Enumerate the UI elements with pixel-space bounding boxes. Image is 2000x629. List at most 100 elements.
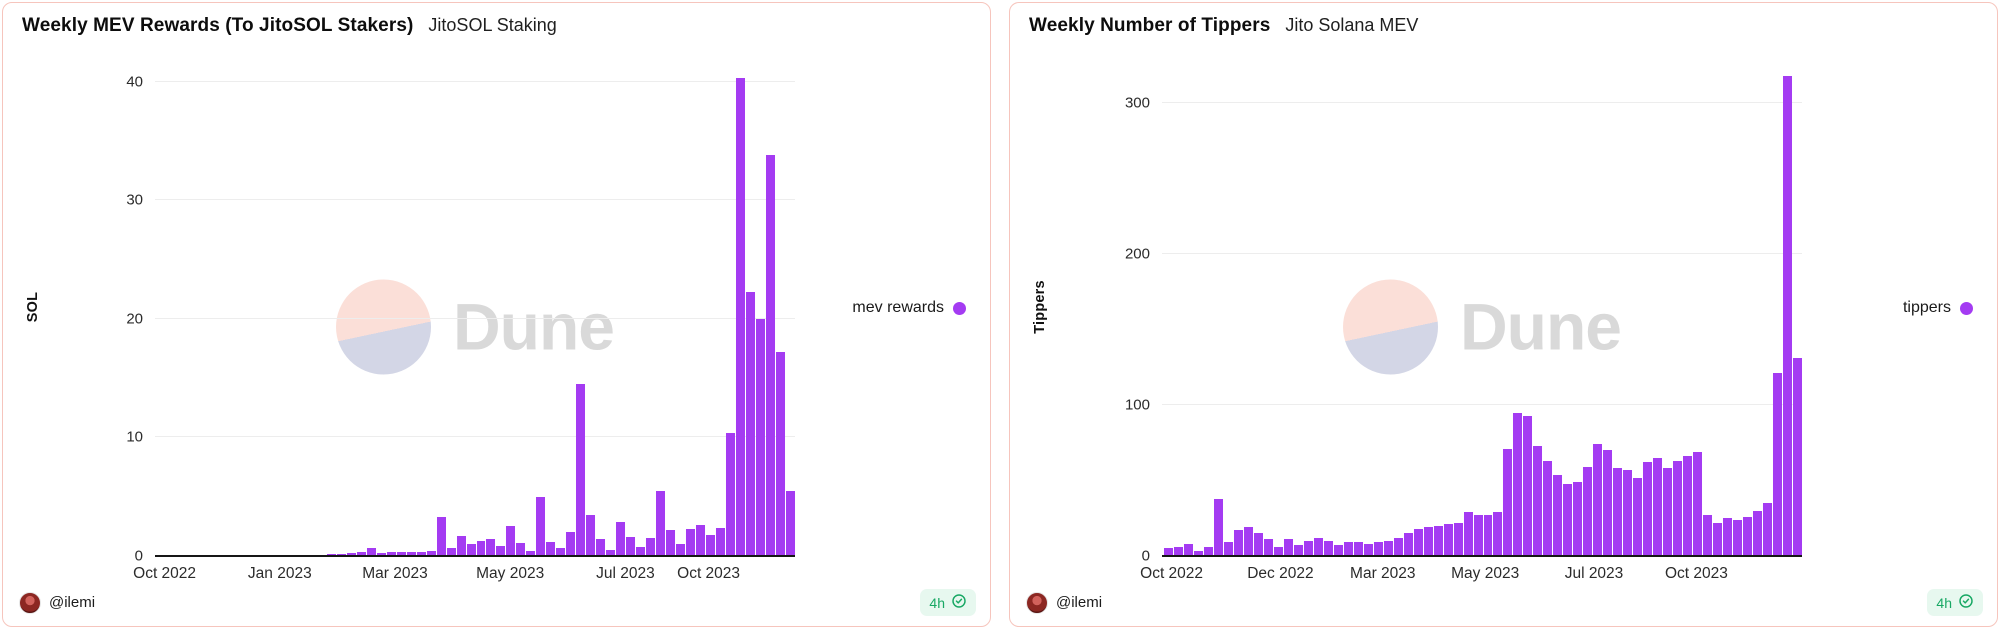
bar[interactable] <box>1633 477 1643 556</box>
author-link[interactable]: @ilemi <box>19 591 95 614</box>
bar[interactable] <box>1273 546 1283 556</box>
bar[interactable] <box>1303 540 1313 556</box>
bar[interactable] <box>546 541 556 556</box>
bar[interactable] <box>1453 522 1463 556</box>
bar[interactable] <box>1523 415 1533 556</box>
bar[interactable] <box>1473 515 1483 556</box>
bar[interactable] <box>696 525 706 556</box>
bar[interactable] <box>1373 542 1383 556</box>
bar[interactable] <box>1723 518 1733 556</box>
bar[interactable] <box>1743 516 1753 556</box>
refresh-age-badge[interactable]: 4h <box>1927 589 1983 616</box>
bar[interactable] <box>1293 545 1303 556</box>
bar[interactable] <box>726 432 736 556</box>
bar[interactable] <box>606 550 616 556</box>
bar[interactable] <box>686 528 696 556</box>
bar[interactable] <box>1463 512 1473 556</box>
bar[interactable] <box>1233 530 1243 556</box>
bar[interactable] <box>526 551 536 556</box>
bar[interactable] <box>516 542 526 556</box>
bar[interactable] <box>1533 445 1543 556</box>
bar[interactable] <box>1783 76 1793 556</box>
bar[interactable] <box>1513 412 1523 556</box>
bar[interactable] <box>1253 533 1263 556</box>
bar[interactable] <box>536 496 546 556</box>
refresh-age-badge[interactable]: 4h <box>920 589 976 616</box>
bar[interactable] <box>1393 537 1403 556</box>
bar[interactable] <box>1383 540 1393 556</box>
bar[interactable] <box>1323 540 1333 556</box>
bar[interactable] <box>626 537 636 556</box>
bar[interactable] <box>566 532 576 556</box>
bar[interactable] <box>1693 451 1703 556</box>
bar[interactable] <box>1313 537 1323 556</box>
bar[interactable] <box>776 352 786 556</box>
legend-item-tippers[interactable]: tippers <box>1903 299 1973 317</box>
bar[interactable] <box>706 534 716 556</box>
bar[interactable] <box>1773 373 1783 556</box>
bar[interactable] <box>616 521 626 556</box>
bar[interactable] <box>1203 546 1213 556</box>
bar[interactable] <box>476 541 486 556</box>
bar[interactable] <box>1643 462 1653 556</box>
bar[interactable] <box>436 516 446 556</box>
bar[interactable] <box>386 552 396 556</box>
bar[interactable] <box>1213 498 1223 556</box>
bar[interactable] <box>1263 539 1273 556</box>
bar[interactable] <box>1583 466 1593 556</box>
bar[interactable] <box>1733 519 1743 556</box>
bar[interactable] <box>466 544 476 556</box>
bar[interactable] <box>1363 543 1373 556</box>
bar[interactable] <box>586 514 596 556</box>
bar[interactable] <box>1193 551 1203 556</box>
legend-item-mev-rewards[interactable]: mev rewards <box>852 299 966 317</box>
bar[interactable] <box>1493 512 1503 556</box>
bar[interactable] <box>1173 546 1183 556</box>
bar[interactable] <box>1603 450 1613 556</box>
bar[interactable] <box>406 551 416 556</box>
bar[interactable] <box>346 553 356 556</box>
bar[interactable] <box>1433 525 1443 556</box>
bar[interactable] <box>1243 527 1253 556</box>
bar[interactable] <box>1683 456 1693 556</box>
bar[interactable] <box>756 318 766 556</box>
bar[interactable] <box>786 490 795 556</box>
bar[interactable] <box>426 551 436 556</box>
bar[interactable] <box>1653 457 1663 556</box>
bar[interactable] <box>1593 444 1603 556</box>
bar[interactable] <box>1753 510 1763 556</box>
bar[interactable] <box>336 553 346 556</box>
bar[interactable] <box>1573 482 1583 556</box>
bar[interactable] <box>1423 527 1433 556</box>
bar[interactable] <box>1673 460 1683 556</box>
bar[interactable] <box>1553 474 1563 556</box>
bar[interactable] <box>1333 545 1343 556</box>
bar[interactable] <box>1413 528 1423 556</box>
bar[interactable] <box>376 553 386 556</box>
bar[interactable] <box>1763 503 1773 556</box>
bar[interactable] <box>356 552 366 556</box>
bar[interactable] <box>416 552 426 556</box>
bar[interactable] <box>1713 522 1723 556</box>
bar[interactable] <box>766 155 776 556</box>
bar[interactable] <box>1703 515 1713 556</box>
bar[interactable] <box>1223 542 1233 556</box>
bar[interactable] <box>1283 539 1293 556</box>
bar[interactable] <box>716 527 726 556</box>
bar[interactable] <box>456 535 466 556</box>
bar[interactable] <box>496 545 506 556</box>
bar[interactable] <box>736 78 746 556</box>
bar[interactable] <box>506 526 516 556</box>
bar[interactable] <box>1403 533 1413 556</box>
bar[interactable] <box>1663 468 1673 556</box>
author-link[interactable]: @ilemi <box>1026 591 1102 614</box>
bar[interactable] <box>556 547 566 556</box>
bar[interactable] <box>396 552 406 556</box>
bar[interactable] <box>666 529 676 556</box>
bar[interactable] <box>1623 469 1633 556</box>
bar[interactable] <box>1483 515 1493 556</box>
bar[interactable] <box>1793 358 1802 556</box>
bar[interactable] <box>1443 524 1453 556</box>
bar[interactable] <box>1503 448 1513 556</box>
bar[interactable] <box>1353 542 1363 556</box>
